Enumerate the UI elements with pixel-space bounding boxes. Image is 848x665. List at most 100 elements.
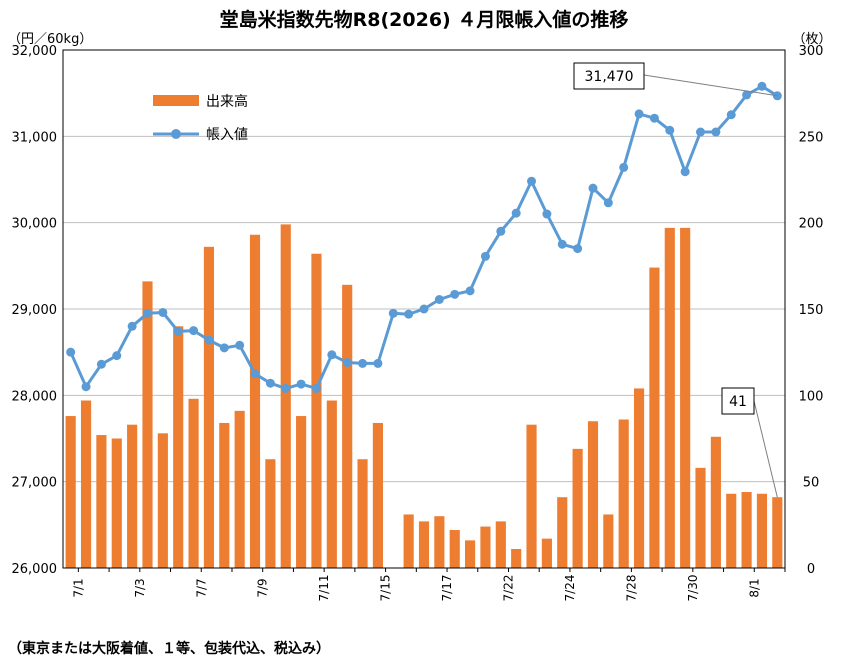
settlement-point — [527, 176, 537, 186]
left-tick-label: 26,000 — [12, 562, 58, 577]
volume-bar — [465, 540, 476, 568]
settlement-point — [388, 308, 398, 318]
volume-bar — [127, 424, 138, 568]
settlement-point — [81, 382, 91, 392]
settlement-point — [404, 309, 414, 319]
right-axis-label: （枚） — [792, 32, 831, 47]
volume-bar — [772, 497, 783, 568]
callout-last-volume: 41 — [721, 387, 778, 498]
volume-bar — [741, 492, 752, 568]
volume-bar — [587, 421, 599, 568]
settlement-point — [96, 359, 106, 369]
x-tick-label: 7/7 — [194, 578, 208, 597]
settlement-point — [757, 81, 767, 91]
legend-marker-line — [171, 129, 181, 139]
x-tick-label: 7/28 — [624, 575, 638, 602]
x-tick-label: 7/11 — [317, 575, 331, 602]
settlement-point — [358, 358, 368, 368]
legend-label-settlement: 帳入値 — [206, 127, 248, 143]
right-tick-label: 100 — [799, 389, 824, 404]
volume-bar — [572, 448, 583, 568]
settlement-point — [219, 343, 229, 353]
volume-bar — [418, 521, 430, 568]
x-tick-label: 7/3 — [133, 578, 147, 597]
volume-bar — [511, 549, 522, 568]
settlement-point — [450, 289, 460, 299]
volume-bar — [603, 514, 614, 568]
settlement-point — [742, 90, 752, 100]
x-tick-label: 7/9 — [256, 578, 270, 597]
volume-bar — [434, 516, 445, 568]
volume-bar — [157, 433, 168, 568]
volume-bar — [618, 419, 629, 568]
left-axis-label: （円／60kg） — [8, 32, 92, 47]
right-axis-ticks: 0 50 100 150 200 250 300 — [799, 44, 824, 577]
left-tick-label: 30,000 — [12, 217, 58, 232]
right-tick-label: 300 — [799, 44, 824, 59]
x-tick-label: 7/1 — [71, 578, 85, 597]
settlement-point — [373, 358, 383, 368]
volume-bar — [357, 459, 368, 568]
volume-bar — [680, 227, 691, 568]
x-tick-label: 7/17 — [440, 575, 454, 602]
settlement-point — [511, 208, 521, 218]
settlement-point — [619, 162, 629, 172]
volume-bar — [480, 526, 491, 568]
volume-bar — [96, 435, 107, 568]
settlement-point — [665, 125, 675, 135]
settlement-point — [173, 326, 183, 336]
legend-swatch-volume — [153, 95, 199, 106]
legend-label-volume: 出来高 — [206, 93, 248, 110]
settlement-point — [327, 350, 337, 360]
x-tick-label: 7/30 — [686, 575, 700, 602]
volume-bar — [526, 424, 537, 568]
callout-last-price: 31,470 — [573, 62, 778, 97]
volume-bar — [557, 497, 568, 568]
plot-frame — [62, 49, 786, 569]
volume-bar — [710, 436, 721, 568]
settlement-point — [311, 383, 321, 393]
volume-bar — [541, 538, 552, 568]
settlement-point — [465, 286, 475, 296]
x-tick-label: 7/24 — [563, 575, 577, 602]
settlement-point — [158, 307, 168, 317]
left-axis-ticks: 26,000 27,000 28,000 29,000 30,000 31,000 32,0… — [12, 44, 58, 577]
right-tick-label: 50 — [803, 476, 820, 491]
callout-price-box — [573, 62, 645, 90]
settlement-point — [696, 127, 706, 137]
volume-bar — [403, 514, 414, 568]
settlement-point — [496, 226, 506, 236]
volume-bar — [280, 224, 291, 569]
right-tick-label: 200 — [799, 217, 824, 232]
volume-bar — [695, 467, 706, 568]
volume-bar — [311, 253, 322, 568]
volume-bar — [756, 493, 768, 568]
left-tick-label: 27,000 — [12, 476, 58, 491]
callout-volume-leader — [753, 400, 778, 498]
settlement-point — [680, 167, 690, 177]
chart-title: 堂島米指数先物R8(2026) ４月限帳入値の推移 — [220, 8, 629, 31]
settlement-point — [235, 340, 245, 350]
settlement-point — [281, 383, 291, 393]
volume-bar — [142, 281, 153, 568]
volume-bar — [664, 227, 675, 568]
volume-bar — [188, 398, 199, 568]
volume-bars — [65, 224, 783, 569]
volume-bar — [633, 388, 645, 568]
left-tick-label: 32,000 — [12, 44, 58, 59]
settlement-point — [250, 369, 260, 379]
right-tick-label: 150 — [799, 303, 824, 318]
left-tick-label: 29,000 — [12, 303, 58, 318]
volume-bar — [111, 438, 122, 568]
settlement-point — [189, 326, 199, 336]
volume-bar — [726, 493, 737, 568]
settlement-point — [542, 209, 552, 219]
volume-bar — [342, 284, 353, 568]
volume-bar — [219, 422, 230, 568]
callout-volume-text: 41 — [729, 394, 747, 410]
callout-volume-box — [721, 387, 755, 415]
x-tick-label: 7/15 — [379, 575, 393, 602]
settlement-point — [342, 358, 352, 368]
volume-bar — [449, 530, 460, 568]
